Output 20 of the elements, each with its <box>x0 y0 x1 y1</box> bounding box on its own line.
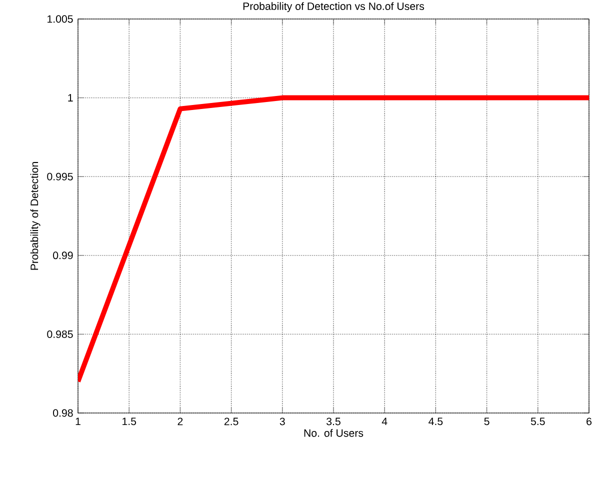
y-tick-label: 0.995 <box>47 172 73 180</box>
x-tick-label: 4.5 <box>428 418 443 426</box>
x-tick-label: 2.5 <box>224 418 238 426</box>
x-tick-label: 5.5 <box>530 418 545 426</box>
y-axis-title: Probability of Detection <box>30 162 40 270</box>
y-tick-label: 0.985 <box>47 330 73 338</box>
y-tick-label: 0.98 <box>53 409 73 417</box>
x-tick-label: 2 <box>178 418 183 426</box>
y-tick-label: 0.99 <box>53 252 73 260</box>
x-tick-label: 6 <box>586 418 592 426</box>
x-axis-title: No. of Users <box>304 429 364 437</box>
x-tick-label: 4 <box>382 418 388 426</box>
x-tick-label: 5 <box>484 418 490 426</box>
y-tick-label: 1.005 <box>48 15 73 23</box>
y-tick-label: 1 <box>68 94 73 102</box>
chart-title: Probability of Detection vs No.of Users <box>243 2 424 12</box>
x-tick-label: 1 <box>76 418 80 426</box>
x-tick-label: 3.5 <box>326 418 340 426</box>
x-tick-label: 1.5 <box>122 418 136 426</box>
x-tick-label: 3 <box>280 418 285 426</box>
